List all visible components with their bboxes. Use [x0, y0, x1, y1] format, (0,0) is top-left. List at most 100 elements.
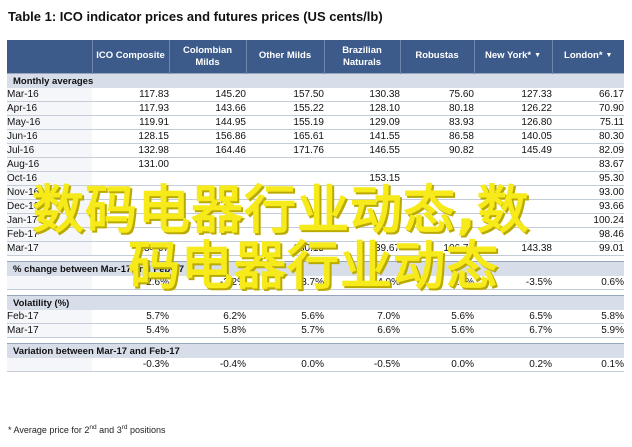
table-cell: 130.38 [324, 88, 400, 102]
table-cell [92, 171, 169, 186]
table-cell: 0.2% [400, 276, 474, 290]
column-header: Robustas [400, 40, 475, 74]
table-cell [324, 157, 400, 172]
table-title: Table 1: ICO indicator prices and future… [8, 9, 383, 24]
table-cell: -3.2% [169, 276, 246, 290]
table-cell: 90.82 [400, 143, 474, 158]
column-header-label: Robustas [415, 50, 459, 62]
table-cell [92, 213, 169, 228]
table-cell: 106.73 [400, 241, 474, 256]
table-cell: 144.95 [169, 115, 246, 130]
section-title: Monthly averages [7, 73, 624, 88]
table-cell: 93.66 [552, 199, 624, 214]
table-cell: 5.4% [92, 323, 169, 338]
table-cell [474, 227, 552, 242]
table-cell: -0.4% [169, 358, 246, 372]
table-cell [246, 213, 324, 228]
table-body: Monthly averages Mar-16 117.83 145.20 157.50… [7, 73, 624, 372]
table-cell: 6.7% [474, 323, 552, 338]
table-cell [474, 157, 552, 172]
table-cell: 0.6% [552, 276, 624, 290]
table-row: Feb-17 5.7% 6.2% 5.6% 7.0% 5.6% 6.5% 5.8% [7, 310, 624, 324]
table-cell [400, 171, 474, 186]
table-cell: 75.11 [552, 115, 624, 130]
footnote: * Average price for 2nd and 3rd position… [8, 424, 166, 435]
table-cell: 171.76 [246, 143, 324, 158]
table-row: Jul-16 132.98 164.46 171.76 146.55 90.82 145.4… [7, 143, 624, 158]
column-header-label: London* [564, 50, 603, 62]
footnote-and: and [99, 425, 115, 435]
table-row: Mar-17 134.07 160.15 139.67 106.73 143.38 99.0… [7, 241, 624, 256]
section-header-row: Monthly averages [7, 73, 624, 88]
footnote-ordinal-2: 3 [116, 425, 122, 435]
table-cell [169, 185, 246, 200]
table-cell: 5.6% [246, 310, 324, 324]
table-cell: 160.15 [246, 241, 324, 256]
table-cell [324, 227, 400, 242]
table-cell: 5.6% [400, 323, 474, 338]
table-cell [246, 199, 324, 214]
table-cell: 143.66 [169, 101, 246, 116]
section-title: Volatility (%) [7, 295, 624, 310]
table-cell: 117.83 [92, 88, 169, 102]
row-label: Feb-17 [7, 227, 92, 242]
section-title: Variation between Mar-17 and Feb-17 [7, 343, 624, 358]
table-cell: 126.80 [474, 115, 552, 130]
table-cell: 82.09 [552, 143, 624, 158]
table-cell: 139.67 [324, 241, 400, 256]
table-row: Oct-16 153.15 95.30 [7, 171, 624, 186]
row-label: Aug-16 [7, 157, 92, 172]
table-cell [474, 171, 552, 186]
table-cell: 98.46 [552, 227, 624, 242]
table-cell: 6.2% [169, 310, 246, 324]
row-label: Nov-16 [7, 185, 92, 200]
table-cell: 131.00 [92, 157, 169, 172]
table-cell: 134.07 [92, 241, 169, 256]
table-cell: 5.8% [552, 310, 624, 324]
table-row: Jan-17 100.24 [7, 213, 624, 228]
table-cell: 153.15 [324, 171, 400, 186]
table-cell: 157.50 [246, 88, 324, 102]
table-cell: 129.09 [324, 115, 400, 130]
table-row: Nov-16 93.00 [7, 185, 624, 200]
section-header-row: % change between Mar-17 and Feb-17 [7, 261, 624, 276]
row-label [7, 276, 92, 290]
table-cell: 5.6% [400, 310, 474, 324]
row-label: Jun-16 [7, 129, 92, 144]
table-row: Dec-16 93.66 [7, 199, 624, 214]
table-cell [324, 185, 400, 200]
column-header-label: New York* [484, 50, 532, 62]
table-cell: 6.6% [324, 323, 400, 338]
table-row: Feb-17 98.46 [7, 227, 624, 242]
table-cell: -0.3% [92, 358, 169, 372]
table-cell: 0.1% [552, 358, 624, 372]
table-cell: 156.86 [169, 129, 246, 144]
table-cell: 7.0% [324, 310, 400, 324]
table-cell [169, 213, 246, 228]
row-label [7, 358, 92, 372]
column-header-label: Colombian Milds [182, 44, 233, 68]
row-label: Jul-16 [7, 143, 92, 158]
table-cell: 5.7% [246, 323, 324, 338]
table-cell [474, 199, 552, 214]
table-cell: 80.30 [552, 129, 624, 144]
row-label: Apr-16 [7, 101, 92, 116]
table-cell: 6.5% [474, 310, 552, 324]
table-cell: 93.00 [552, 185, 624, 200]
table-cell: 86.58 [400, 129, 474, 144]
row-label: Mar-17 [7, 241, 92, 256]
table-cell: 95.30 [552, 171, 624, 186]
row-label: Dec-16 [7, 199, 92, 214]
table-cell [92, 227, 169, 242]
table-cell: 155.22 [246, 101, 324, 116]
row-label: Mar-16 [7, 88, 92, 102]
table-cell: 164.46 [169, 143, 246, 158]
row-label: Feb-17 [7, 310, 92, 324]
row-label: Mar-17 [7, 323, 92, 338]
table-cell [92, 185, 169, 200]
column-header: Other Milds [246, 40, 325, 74]
table-cell [324, 199, 400, 214]
spacer-cell [7, 337, 624, 344]
dropdown-marker-icon: ▼ [534, 52, 542, 60]
table-row: Apr-16 117.93 143.66 155.22 128.10 80.18 126.2… [7, 101, 624, 116]
